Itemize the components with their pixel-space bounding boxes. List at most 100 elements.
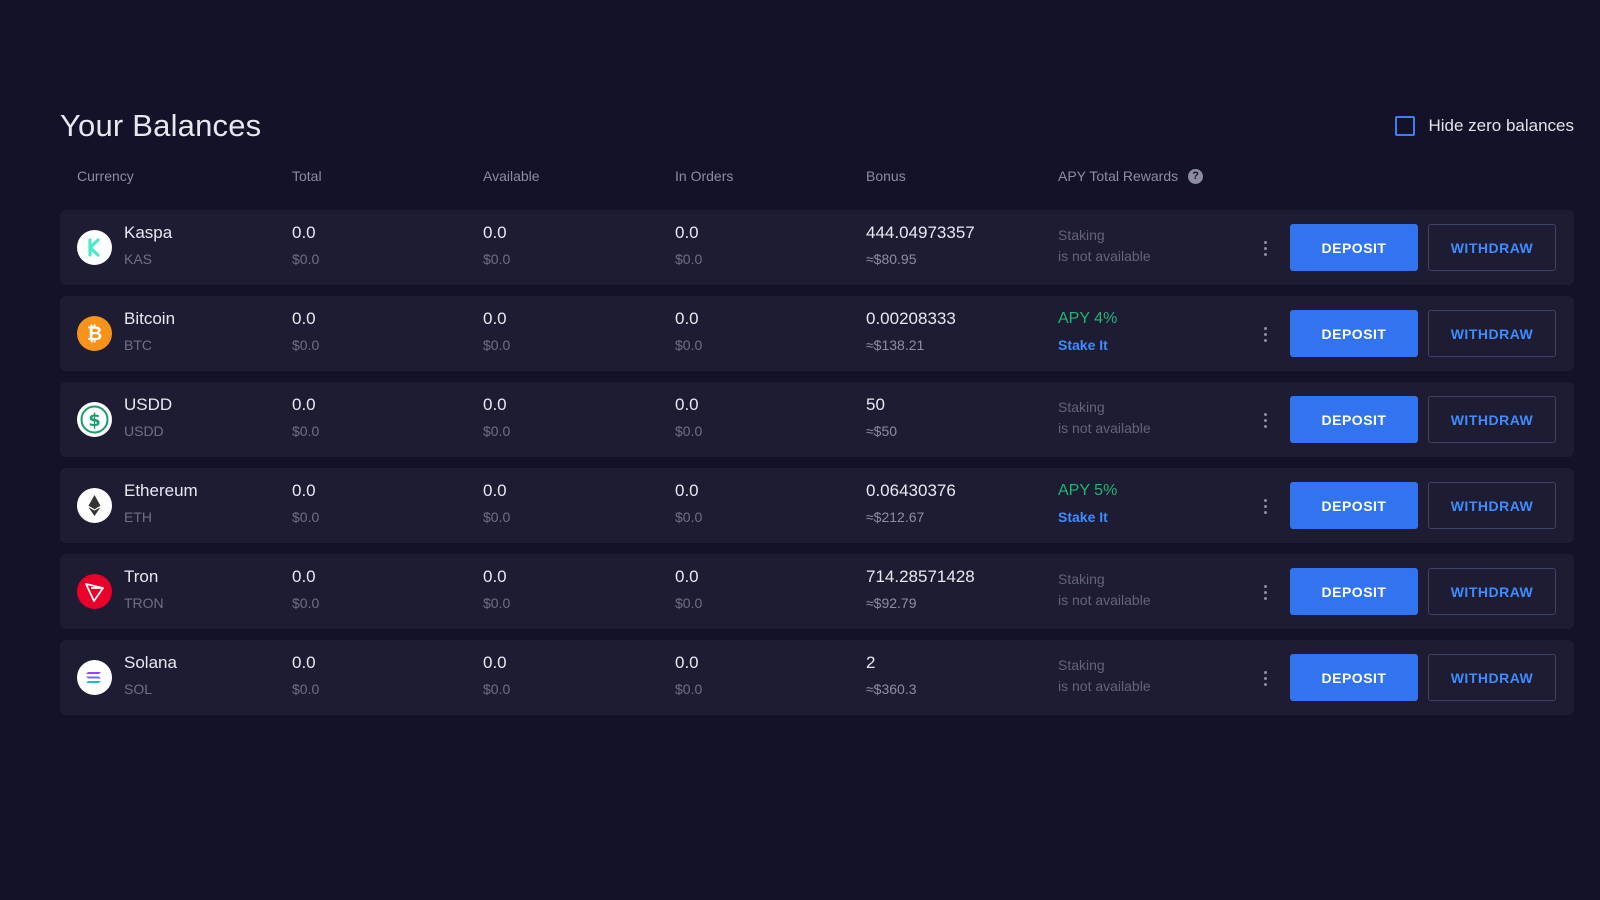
staking-line-2: is not available xyxy=(1058,248,1151,264)
staking-line-1: Staking xyxy=(1058,399,1105,415)
more-options-icon[interactable] xyxy=(1255,320,1275,348)
available-cell: 0.0 $0.0 xyxy=(483,223,510,268)
in-orders-value: 0.0 xyxy=(675,653,699,672)
bonus-cell: 2 ≈$360.3 xyxy=(866,653,917,698)
deposit-button[interactable]: DEPOSIT xyxy=(1290,310,1418,357)
column-header-in-orders: In Orders xyxy=(675,168,734,184)
deposit-button[interactable]: DEPOSIT xyxy=(1290,396,1418,443)
column-header-available: Available xyxy=(483,168,540,184)
in-orders-cell: 0.0 $0.0 xyxy=(675,395,702,440)
more-options-icon[interactable] xyxy=(1255,492,1275,520)
available-usd: $0.0 xyxy=(483,509,511,525)
currency-ticker: ETH xyxy=(124,509,152,525)
available-usd: $0.0 xyxy=(483,251,511,267)
staking-line-1: Staking xyxy=(1058,657,1105,673)
total-usd: $0.0 xyxy=(292,681,320,697)
balances-table: Kaspa KAS 0.0 $0.0 0.0 $0.0 0.0 $0.0 444… xyxy=(60,210,1574,726)
apy-value: APY 5% xyxy=(1058,482,1118,499)
available-usd: $0.0 xyxy=(483,595,511,611)
in-orders-usd: $0.0 xyxy=(675,681,703,697)
staking-line-2: is not available xyxy=(1058,678,1151,694)
bonus-usd: ≈$80.95 xyxy=(866,251,917,267)
column-header-currency: Currency xyxy=(77,168,134,184)
bonus-usd: ≈$92.79 xyxy=(866,595,917,611)
withdraw-button[interactable]: WITHDRAW xyxy=(1428,654,1556,701)
available-usd: $0.0 xyxy=(483,337,511,353)
more-options-icon[interactable] xyxy=(1255,664,1275,692)
withdraw-button[interactable]: WITHDRAW xyxy=(1428,310,1556,357)
bonus-value: 2 xyxy=(866,653,876,672)
in-orders-usd: $0.0 xyxy=(675,423,703,439)
bonus-value: 714.28571428 xyxy=(866,567,975,586)
apy-cell: Staking is not available xyxy=(1058,223,1151,267)
column-header-bonus: Bonus xyxy=(866,168,906,184)
deposit-button[interactable]: DEPOSIT xyxy=(1290,568,1418,615)
apy-value: APY 4% xyxy=(1058,310,1118,327)
bonus-value: 50 xyxy=(866,395,885,414)
info-icon[interactable]: ? xyxy=(1188,168,1204,184)
currency-name: Solana xyxy=(124,653,177,672)
svg-text:₿: ₿ xyxy=(87,323,102,345)
deposit-button[interactable]: DEPOSIT xyxy=(1290,654,1418,701)
apy-cell: APY 5% Stake It xyxy=(1058,481,1117,526)
balances-header: Your Balances Hide zero balances xyxy=(60,104,1574,148)
in-orders-usd: $0.0 xyxy=(675,509,703,525)
table-row: Solana SOL 0.0 $0.0 0.0 $0.0 0.0 $0.0 2 … xyxy=(60,640,1574,715)
available-cell: 0.0 $0.0 xyxy=(483,395,510,440)
total-cell: 0.0 $0.0 xyxy=(292,481,319,526)
withdraw-button[interactable]: WITHDRAW xyxy=(1428,224,1556,271)
table-row: Tron TRON 0.0 $0.0 0.0 $0.0 0.0 $0.0 714… xyxy=(60,554,1574,629)
stake-it-link[interactable]: Stake It xyxy=(1058,337,1108,353)
in-orders-value: 0.0 xyxy=(675,567,699,586)
staking-line-2: is not available xyxy=(1058,592,1151,608)
deposit-button[interactable]: DEPOSIT xyxy=(1290,482,1418,529)
available-cell: 0.0 $0.0 xyxy=(483,653,510,698)
tron-icon xyxy=(77,574,112,609)
staking-status: Staking is not available xyxy=(1058,397,1151,439)
currency-cell: Ethereum ETH xyxy=(124,481,198,526)
bitcoin-icon: ₿ xyxy=(77,316,112,351)
in-orders-cell: 0.0 $0.0 xyxy=(675,309,702,354)
in-orders-usd: $0.0 xyxy=(675,595,703,611)
in-orders-cell: 0.0 $0.0 xyxy=(675,481,702,526)
withdraw-button[interactable]: WITHDRAW xyxy=(1428,396,1556,443)
bonus-cell: 444.04973357 ≈$80.95 xyxy=(866,223,975,268)
bonus-value: 0.06430376 xyxy=(866,481,956,500)
hide-zero-checkbox[interactable] xyxy=(1395,116,1416,136)
table-row: ₿ Bitcoin BTC 0.0 $0.0 0.0 $0.0 0.0 $0.0… xyxy=(60,296,1574,371)
bonus-value: 444.04973357 xyxy=(866,223,975,242)
svg-text:$: $ xyxy=(88,410,101,431)
available-value: 0.0 xyxy=(483,653,507,672)
total-cell: 0.0 $0.0 xyxy=(292,567,319,612)
bonus-usd: ≈$138.21 xyxy=(866,337,925,353)
total-value: 0.0 xyxy=(292,653,316,672)
available-cell: 0.0 $0.0 xyxy=(483,309,510,354)
total-cell: 0.0 $0.0 xyxy=(292,395,319,440)
in-orders-usd: $0.0 xyxy=(675,251,703,267)
apy-cell: Staking is not available xyxy=(1058,567,1151,611)
more-options-icon[interactable] xyxy=(1255,234,1275,262)
hide-zero-toggle[interactable]: Hide zero balances xyxy=(1395,116,1574,136)
stake-it-link[interactable]: Stake It xyxy=(1058,509,1108,525)
in-orders-cell: 0.0 $0.0 xyxy=(675,223,702,268)
currency-ticker: USDD xyxy=(124,423,164,439)
table-header: Currency Total Available In Orders Bonus… xyxy=(60,164,1574,188)
currency-ticker: BTC xyxy=(124,337,152,353)
available-cell: 0.0 $0.0 xyxy=(483,567,510,612)
bonus-cell: 50 ≈$50 xyxy=(866,395,897,440)
bonus-usd: ≈$212.67 xyxy=(866,509,925,525)
in-orders-value: 0.0 xyxy=(675,481,699,500)
bonus-usd: ≈$50 xyxy=(866,423,898,439)
currency-name: Bitcoin xyxy=(124,309,176,328)
staking-status: Staking is not available xyxy=(1058,569,1151,611)
available-value: 0.0 xyxy=(483,481,507,500)
more-options-icon[interactable] xyxy=(1255,406,1275,434)
in-orders-value: 0.0 xyxy=(675,223,699,242)
withdraw-button[interactable]: WITHDRAW xyxy=(1428,482,1556,529)
deposit-button[interactable]: DEPOSIT xyxy=(1290,224,1418,271)
withdraw-button[interactable]: WITHDRAW xyxy=(1428,568,1556,615)
more-options-icon[interactable] xyxy=(1255,578,1275,606)
total-value: 0.0 xyxy=(292,223,316,242)
bonus-cell: 714.28571428 ≈$92.79 xyxy=(866,567,975,612)
